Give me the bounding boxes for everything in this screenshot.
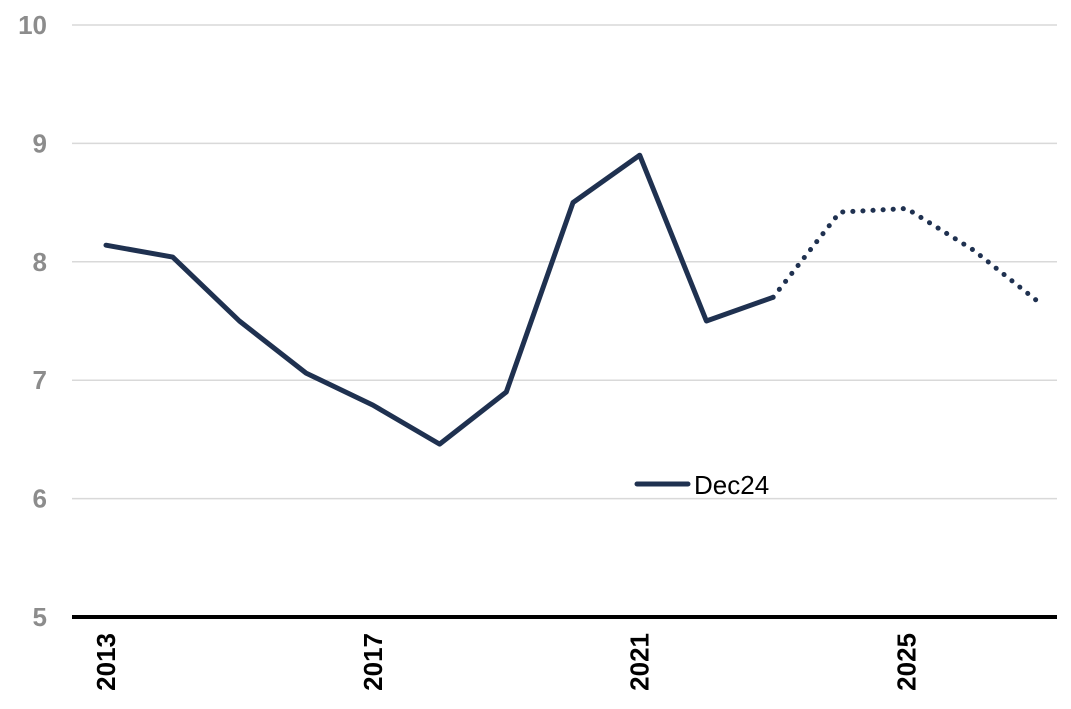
y-tick-label: 5: [33, 602, 47, 632]
x-tick-label: 2021: [625, 633, 655, 691]
y-tick-label: 6: [33, 484, 47, 514]
legend: Dec24: [634, 470, 769, 500]
series-line-forecast: [770, 205, 1043, 306]
x-tick-label: 2017: [358, 633, 388, 691]
y-tick-label: 7: [33, 365, 47, 395]
y-tick-label: 8: [33, 247, 47, 277]
x-tick-label: 2025: [892, 633, 922, 691]
y-tick-label: 10: [18, 10, 47, 40]
y-tick-label: 9: [33, 128, 47, 158]
x-tick-label: 2013: [91, 633, 121, 691]
axes: 5 6 7 8 9 10 2013 2017 2021 2025: [18, 10, 1057, 691]
series-line-actual: [103, 152, 776, 447]
gridlines: [72, 24, 1057, 500]
legend-label: Dec24: [694, 470, 769, 500]
series-lines: [103, 152, 1043, 447]
